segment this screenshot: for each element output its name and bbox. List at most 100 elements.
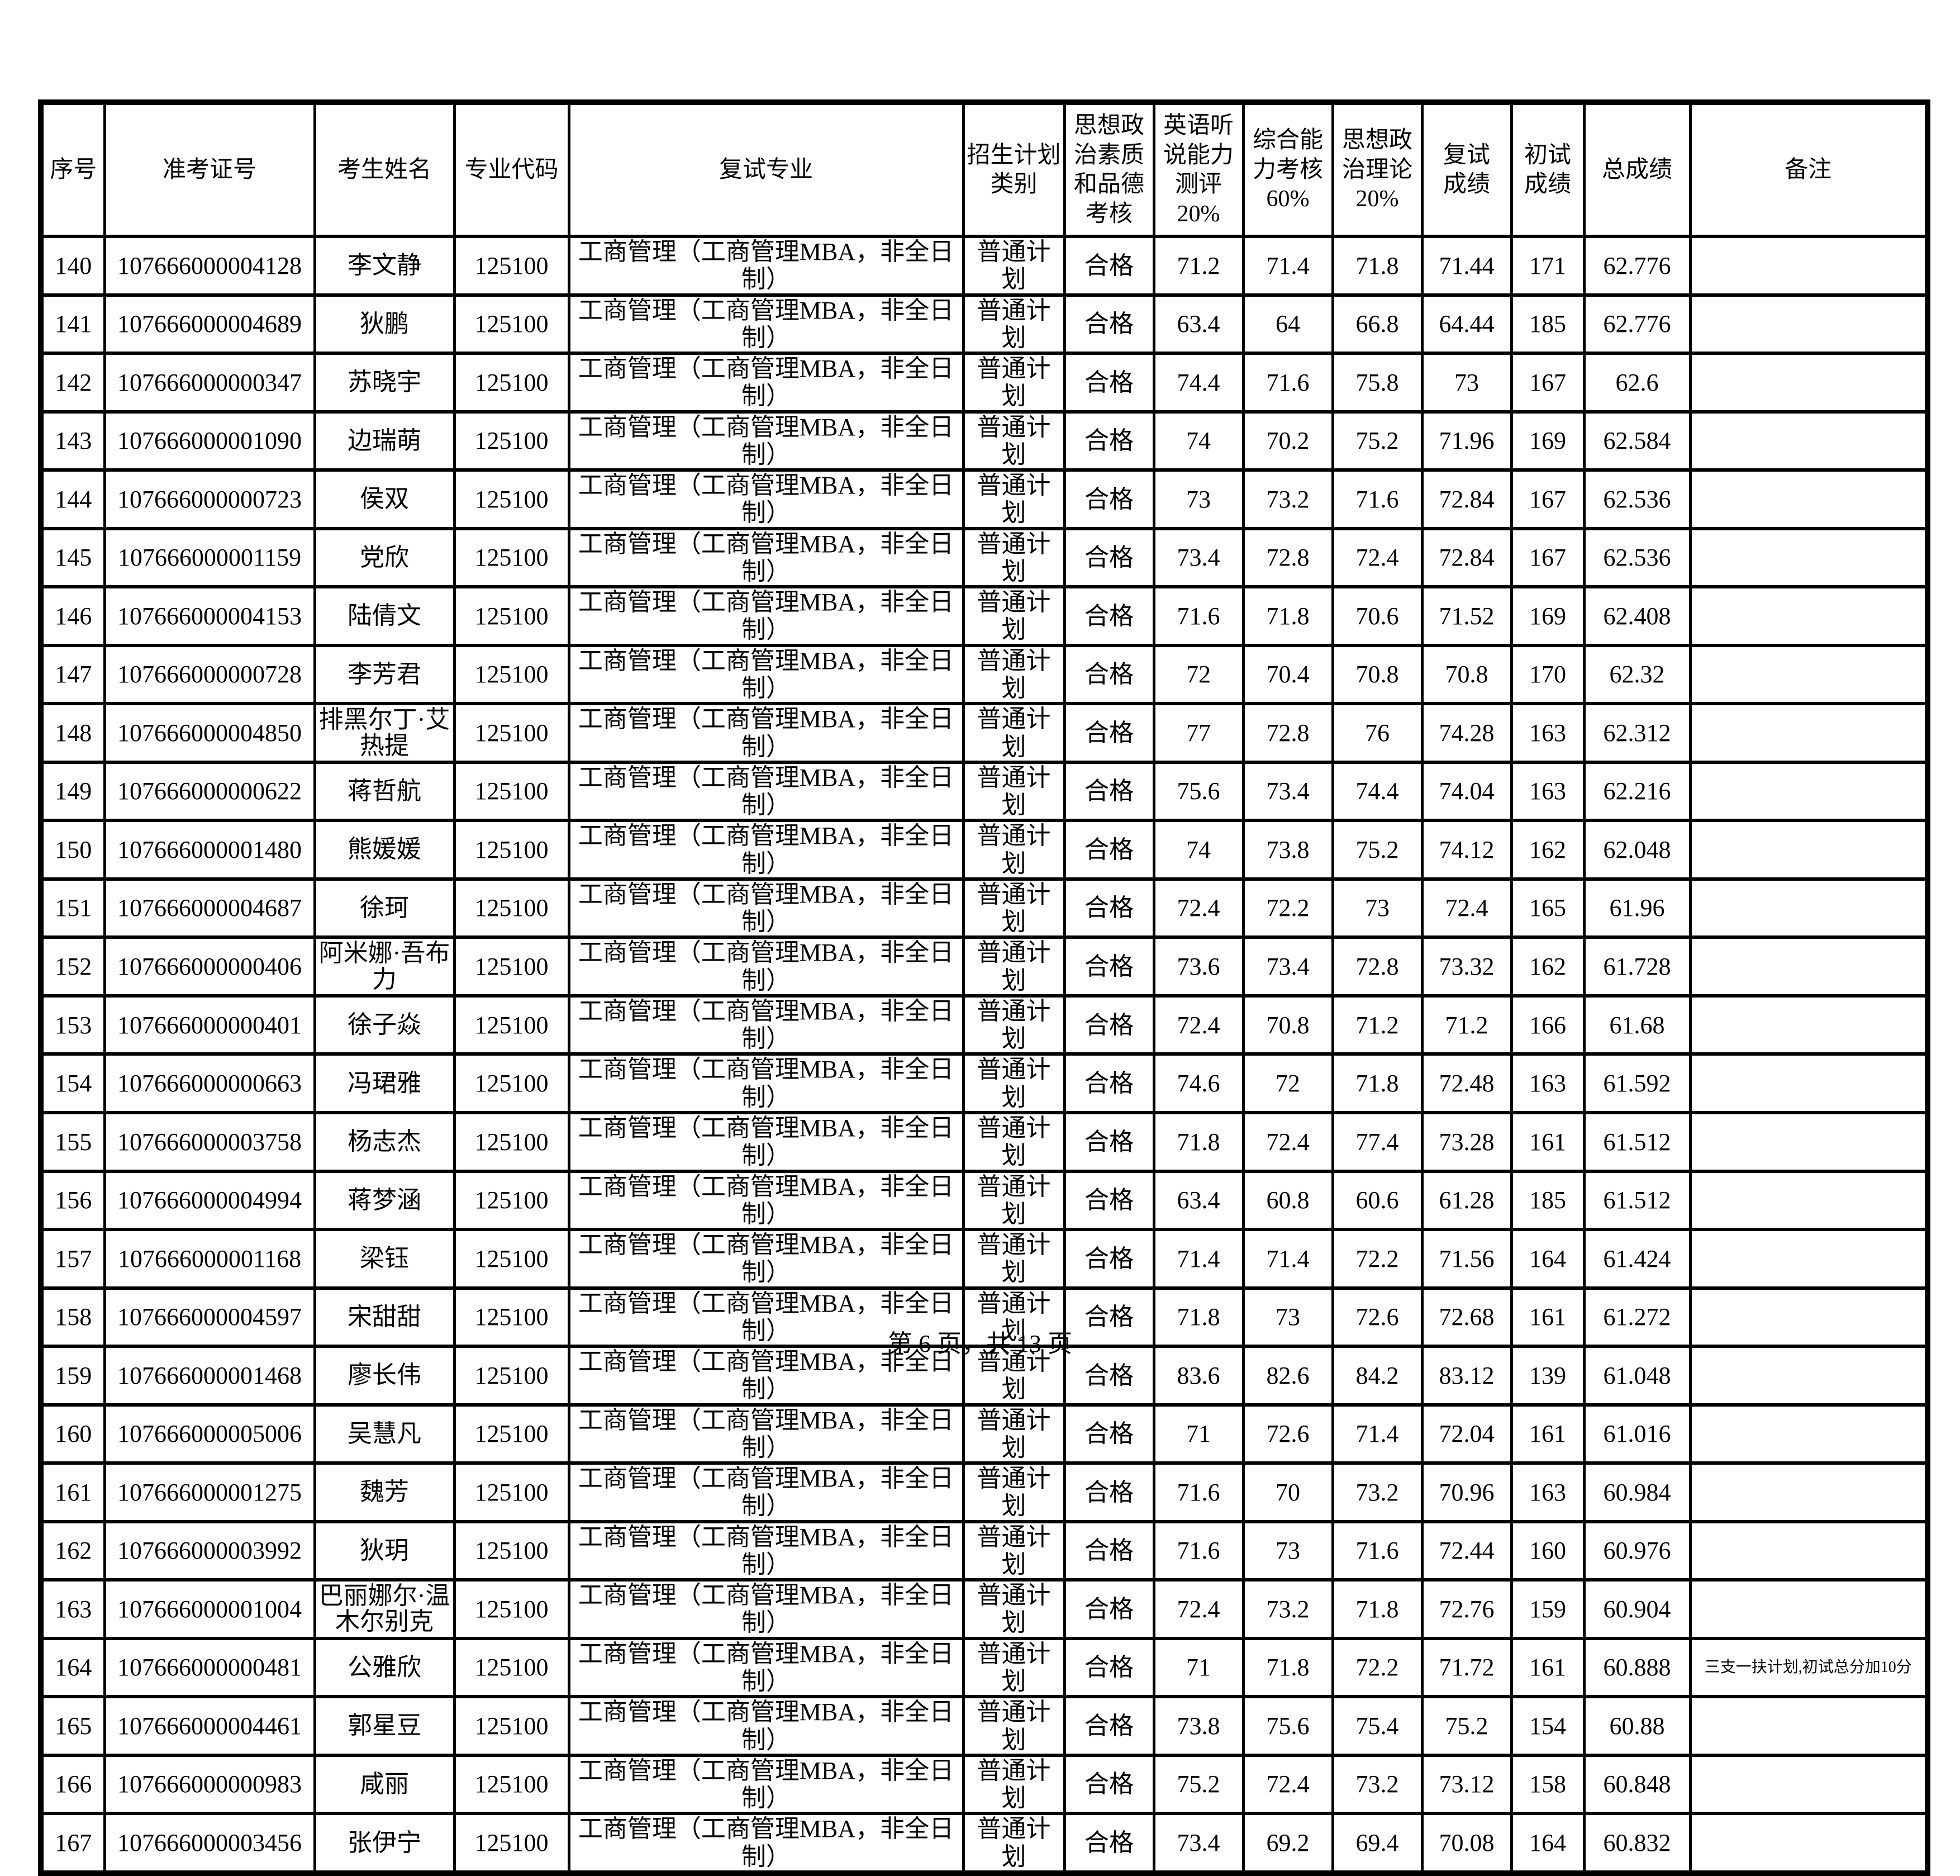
cell-name: 蒋梦涵 bbox=[313, 1169, 456, 1232]
cell-retest_score: 70.96 bbox=[1420, 1461, 1513, 1523]
cell-admission_no: 107666000003992 bbox=[103, 1519, 316, 1582]
table-row: 160 107666000005006 吴慧凡 125100 工商管理（工商管理MBA，… bbox=[39, 1403, 1929, 1465]
cell-major_code: 125100 bbox=[453, 994, 570, 1056]
cell-index: 157 bbox=[39, 1228, 106, 1290]
cell-english_20: 71.8 bbox=[1152, 1286, 1245, 1348]
col-header-retest_score: 复试 成绩 bbox=[1420, 101, 1513, 238]
table-body: 140 107666000004128 李文静 125100 工商管理（工商管理MBA，… bbox=[39, 235, 1929, 1875]
cell-major_code: 125100 bbox=[453, 1636, 570, 1699]
cell-remark bbox=[1688, 468, 1929, 530]
cell-name: 宋甜甜 bbox=[313, 1286, 456, 1348]
cell-name: 咸丽 bbox=[313, 1753, 456, 1816]
cell-moral_assessment: 合格 bbox=[1063, 760, 1155, 823]
cell-initial_score: 158 bbox=[1510, 1753, 1586, 1816]
cell-major: 工商管理（工商管理MBA，非全日制） bbox=[567, 526, 965, 589]
cell-retest_score: 71.96 bbox=[1420, 410, 1513, 472]
cell-admission_no: 107666000001480 bbox=[103, 819, 316, 881]
cell-theory_20: 75.2 bbox=[1331, 819, 1424, 881]
cell-initial_score: 163 bbox=[1510, 1052, 1586, 1114]
col-header-comprehensive_60: 综合能 力考核 60% bbox=[1241, 101, 1334, 238]
cell-initial_score: 159 bbox=[1510, 1578, 1586, 1640]
cell-retest_score: 72.04 bbox=[1420, 1403, 1513, 1465]
cell-comprehensive_60: 72.6 bbox=[1241, 1403, 1334, 1465]
cell-english_20: 75.6 bbox=[1152, 760, 1245, 823]
cell-initial_score: 163 bbox=[1510, 760, 1586, 823]
page-footer: 第 6 页，共 13 页 bbox=[888, 1330, 1072, 1357]
cell-major: 工商管理（工商管理MBA，非全日制） bbox=[567, 1228, 965, 1290]
cell-comprehensive_60: 71.6 bbox=[1241, 352, 1334, 414]
cell-retest_score: 71.56 bbox=[1420, 1228, 1513, 1290]
cell-total_score: 62.32 bbox=[1582, 643, 1692, 706]
cell-initial_score: 164 bbox=[1510, 1812, 1586, 1875]
cell-plan_type: 普通计划 bbox=[962, 877, 1066, 939]
cell-retest_score: 72.44 bbox=[1420, 1519, 1513, 1582]
cell-moral_assessment: 合格 bbox=[1063, 1403, 1155, 1465]
cell-retest_score: 71.52 bbox=[1420, 585, 1513, 647]
cell-name: 巴丽娜尔·温 木尔别克 bbox=[313, 1578, 456, 1640]
cell-english_20: 63.4 bbox=[1152, 293, 1245, 355]
cell-retest_score: 73 bbox=[1420, 352, 1513, 414]
cell-index: 165 bbox=[39, 1695, 106, 1757]
cell-major_code: 125100 bbox=[453, 1519, 570, 1582]
table-row: 165 107666000004461 郭星豆 125100 工商管理（工商管理MBA，… bbox=[39, 1695, 1929, 1757]
cell-english_20: 74 bbox=[1152, 819, 1245, 881]
cell-name: 徐珂 bbox=[313, 877, 456, 939]
cell-total_score: 60.888 bbox=[1582, 1636, 1692, 1699]
cell-theory_20: 71.8 bbox=[1331, 1052, 1424, 1114]
cell-remark bbox=[1688, 1286, 1929, 1348]
cell-remark bbox=[1688, 1695, 1929, 1757]
cell-major_code: 125100 bbox=[453, 1461, 570, 1523]
cell-remark bbox=[1688, 877, 1929, 939]
cell-comprehensive_60: 71.8 bbox=[1241, 1636, 1334, 1699]
cell-initial_score: 167 bbox=[1510, 352, 1586, 414]
table-row: 167 107666000003456 张伊宁 125100 工商管理（工商管理MBA，… bbox=[39, 1812, 1929, 1875]
cell-name: 党欣 bbox=[313, 526, 456, 589]
cell-initial_score: 161 bbox=[1510, 1403, 1586, 1465]
cell-english_20: 72.4 bbox=[1152, 1578, 1245, 1640]
cell-english_20: 63.4 bbox=[1152, 1169, 1245, 1232]
cell-name: 梁钰 bbox=[313, 1228, 456, 1290]
cell-initial_score: 171 bbox=[1510, 235, 1586, 297]
cell-remark bbox=[1688, 1578, 1929, 1640]
cell-retest_score: 72.76 bbox=[1420, 1578, 1513, 1640]
cell-major: 工商管理（工商管理MBA，非全日制） bbox=[567, 410, 965, 472]
table-row: 149 107666000000622 蒋哲航 125100 工商管理（工商管理MBA，… bbox=[39, 760, 1929, 823]
cell-moral_assessment: 合格 bbox=[1063, 1812, 1155, 1875]
cell-major: 工商管理（工商管理MBA，非全日制） bbox=[567, 643, 965, 706]
cell-retest_score: 74.04 bbox=[1420, 760, 1513, 823]
cell-english_20: 71.8 bbox=[1152, 1110, 1245, 1173]
cell-remark bbox=[1688, 1403, 1929, 1465]
cell-english_20: 72.4 bbox=[1152, 877, 1245, 939]
cell-major_code: 125100 bbox=[453, 877, 570, 939]
cell-remark bbox=[1688, 1812, 1929, 1875]
cell-comprehensive_60: 72.8 bbox=[1241, 702, 1334, 764]
cell-moral_assessment: 合格 bbox=[1063, 352, 1155, 414]
cell-admission_no: 107666000004994 bbox=[103, 1169, 316, 1232]
table-row: 153 107666000000401 徐子焱 125100 工商管理（工商管理MBA，… bbox=[39, 994, 1929, 1056]
cell-admission_no: 107666000001159 bbox=[103, 526, 316, 589]
cell-total_score: 62.216 bbox=[1582, 760, 1692, 823]
cell-admission_no: 107666000004153 bbox=[103, 585, 316, 647]
cell-retest_score: 71.72 bbox=[1420, 1636, 1513, 1699]
cell-index: 152 bbox=[39, 935, 106, 998]
cell-moral_assessment: 合格 bbox=[1063, 526, 1155, 589]
cell-comprehensive_60: 70 bbox=[1241, 1461, 1334, 1523]
cell-index: 144 bbox=[39, 468, 106, 530]
cell-major_code: 125100 bbox=[453, 1228, 570, 1290]
cell-remark bbox=[1688, 702, 1929, 764]
cell-theory_20: 72.6 bbox=[1331, 1286, 1424, 1348]
cell-plan_type: 普通计划 bbox=[962, 585, 1066, 647]
cell-major_code: 125100 bbox=[453, 1403, 570, 1465]
cell-comprehensive_60: 72.8 bbox=[1241, 526, 1334, 589]
cell-english_20: 71.4 bbox=[1152, 1228, 1245, 1290]
cell-index: 154 bbox=[39, 1052, 106, 1114]
cell-index: 155 bbox=[39, 1110, 106, 1173]
cell-comprehensive_60: 69.2 bbox=[1241, 1812, 1334, 1875]
cell-total_score: 60.976 bbox=[1582, 1519, 1692, 1582]
cell-initial_score: 185 bbox=[1510, 1169, 1586, 1232]
cell-remark bbox=[1688, 1519, 1929, 1582]
cell-major: 工商管理（工商管理MBA，非全日制） bbox=[567, 819, 965, 881]
table-row: 162 107666000003992 狄玥 125100 工商管理（工商管理MBA，非… bbox=[39, 1519, 1929, 1582]
cell-retest_score: 72.68 bbox=[1420, 1286, 1513, 1348]
cell-remark bbox=[1688, 760, 1929, 823]
